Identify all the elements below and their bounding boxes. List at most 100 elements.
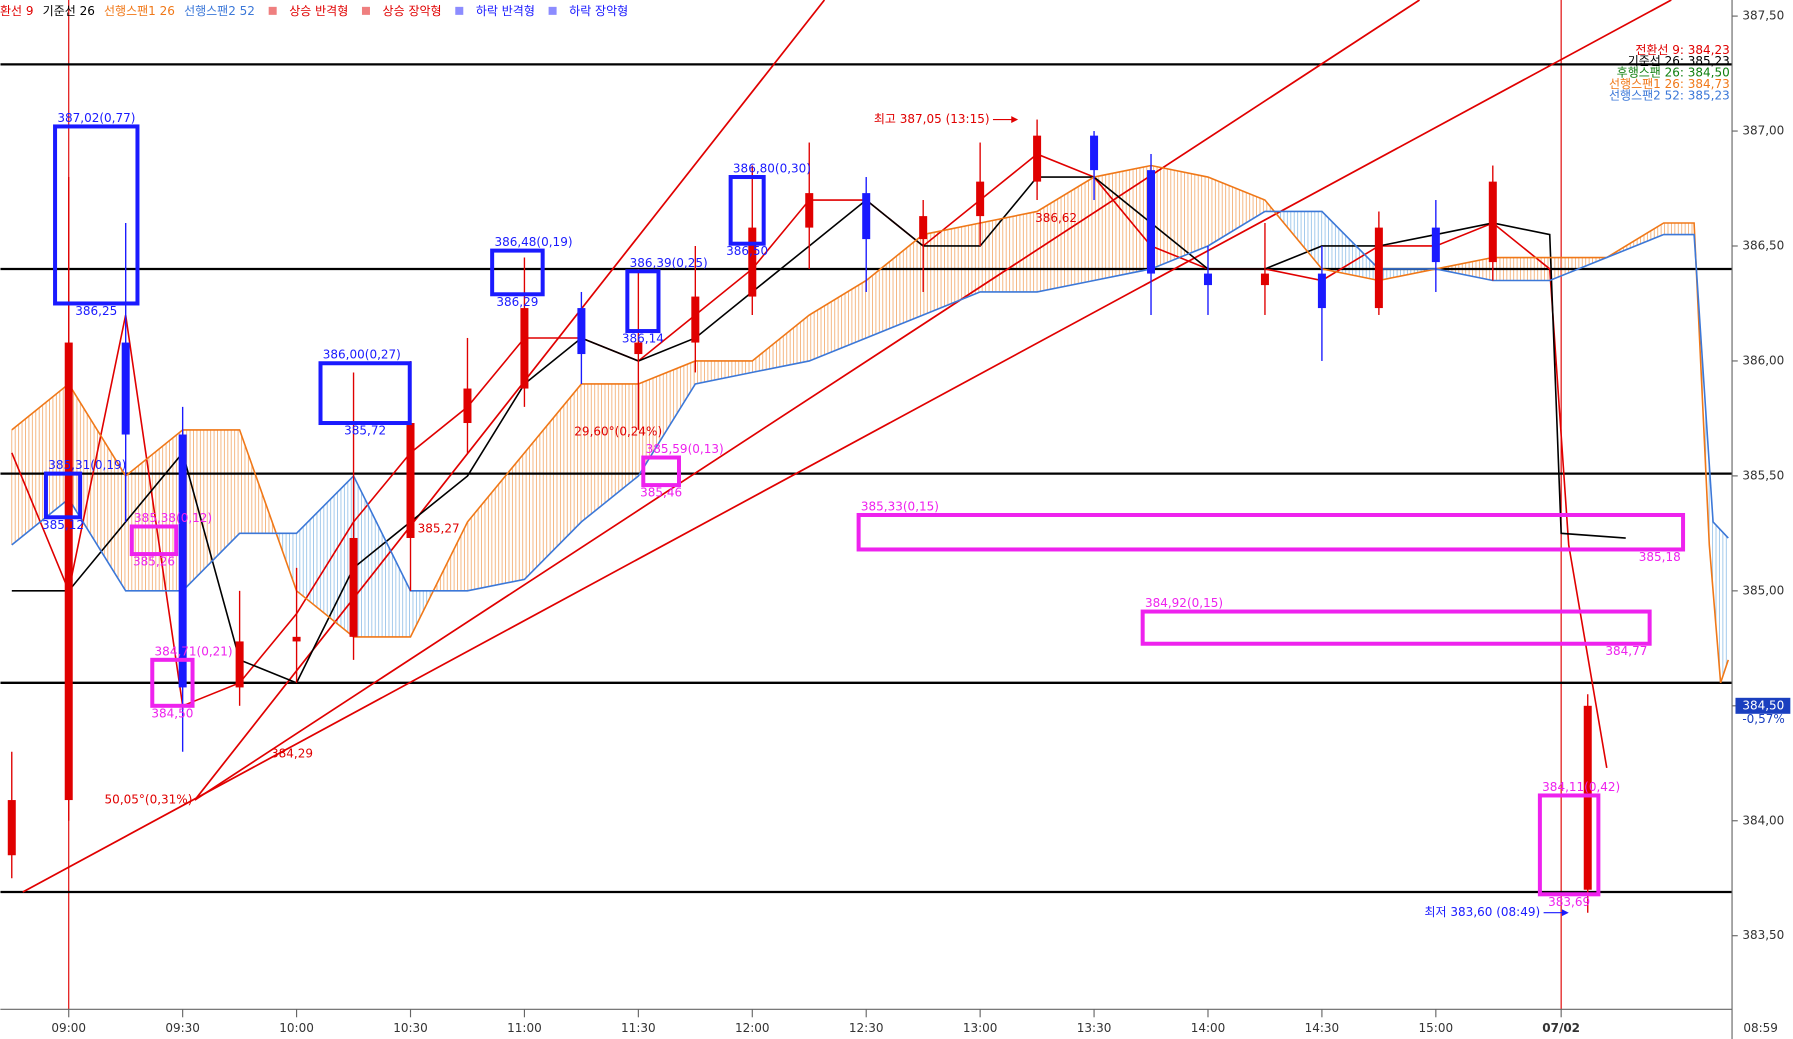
candle-body	[1317, 273, 1326, 309]
annotation: 385,27	[418, 521, 460, 535]
candle-body	[748, 227, 757, 297]
extreme-arrow-head	[1011, 116, 1019, 123]
x-tick-label: 14:00	[1191, 1021, 1226, 1035]
last-price-box	[1735, 697, 1791, 714]
legend-marker	[455, 6, 464, 15]
trendline	[194, 0, 1420, 801]
candle-body	[349, 537, 358, 637]
legend-marker	[361, 6, 370, 15]
box-low-label: 383,69	[1548, 895, 1590, 909]
pattern-box	[490, 248, 545, 297]
legend-item: 기준선 26	[43, 4, 95, 18]
info-text: 후행스팬 26: 384,50	[1617, 65, 1730, 80]
box-label: 386,39(0,25)	[630, 256, 708, 270]
indicator-line	[11, 176, 1626, 684]
candle-body	[463, 388, 472, 424]
trendline	[194, 0, 826, 801]
box-low-label: 385,26	[133, 555, 175, 569]
box-low-label: 386,25	[75, 304, 117, 318]
legend-item: 전환선 9	[0, 4, 34, 18]
pattern-box	[53, 124, 140, 306]
extreme-label: 최저 383,60 (08:49)	[1425, 905, 1541, 919]
extreme-label: 최고 387,05 (13:15)	[874, 112, 990, 126]
plot-area: 387,02(0,77) 386,25 385,31(0,19) 385,12 386,…	[0, 0, 1733, 1010]
x-tick-label: 11:00	[507, 1021, 542, 1035]
x-tick-label: 12:30	[849, 1021, 884, 1035]
y-tick-label: 386,00	[1742, 353, 1784, 367]
indicator-line	[11, 210, 1729, 592]
legend-marker	[268, 6, 277, 15]
box-low-label: 385,12	[42, 518, 84, 532]
info-text: 기준선 26: 385,23	[1628, 54, 1730, 68]
candle-body	[1033, 135, 1042, 182]
annotation: 386,62	[1035, 211, 1077, 225]
annotation: 29,60°(0,24%)	[574, 425, 662, 439]
box-label: 386,48(0,19)	[494, 235, 572, 249]
x-tick-label: 15:00	[1419, 1021, 1454, 1035]
x-tick-label: 10:00	[279, 1021, 314, 1035]
x-tick-label: 10:30	[393, 1021, 428, 1035]
box-low-label: 386,29	[496, 295, 538, 309]
candle-body	[862, 193, 871, 240]
trendline	[22, 0, 1672, 893]
y-tick-label: 386,50	[1742, 238, 1784, 252]
candle-body	[805, 193, 814, 228]
box-label: 385,38(0,12)	[134, 511, 212, 525]
annotation: 50,05°(0,31%)	[105, 793, 193, 807]
box-label: 384,11(0,42)	[1542, 780, 1620, 794]
y-tick-label: 387,50	[1742, 9, 1784, 23]
pattern-box	[1140, 609, 1652, 646]
pattern-box	[641, 455, 681, 488]
box-label: 385,33(0,15)	[861, 499, 939, 513]
candle-body	[178, 434, 187, 688]
candle-body	[1090, 135, 1099, 171]
legend-item: 선행스팬1 26	[104, 3, 175, 18]
box-label: 386,00(0,27)	[323, 348, 401, 362]
x-tick-label: 13:00	[963, 1021, 998, 1035]
pattern-box	[728, 175, 766, 246]
candle-body	[7, 800, 16, 856]
pattern-box	[1537, 793, 1601, 897]
box-low-label: 385,46	[640, 486, 682, 500]
pattern-box	[625, 269, 661, 334]
x-tick-label: 13:30	[1077, 1021, 1112, 1035]
x-cursor-label: 08:59	[1743, 1021, 1778, 1035]
candle-body	[1431, 227, 1440, 263]
x-tick-label: 09:00	[51, 1021, 86, 1035]
legend-item: 하락 장악형	[569, 4, 628, 18]
candle-body	[634, 342, 643, 355]
pattern-box	[129, 524, 179, 557]
candle-body	[64, 342, 73, 801]
box-label: 384,71(0,21)	[155, 644, 233, 658]
candle-body	[1374, 227, 1383, 309]
legend-item: 선행스팬2 52	[184, 3, 255, 18]
candle-body	[1488, 181, 1497, 263]
y-tick-label: 385,00	[1742, 583, 1784, 597]
box-low-label: 384,50	[151, 706, 193, 720]
box-label: 387,02(0,77)	[57, 111, 135, 125]
legend-item: 하락 반격형	[476, 4, 535, 18]
box-label: 384,92(0,15)	[1145, 596, 1223, 610]
candle-body	[520, 308, 529, 389]
box-low-label: 386,50	[726, 244, 768, 258]
candle-body	[919, 216, 928, 240]
x-tick-label: 14:30	[1305, 1021, 1340, 1035]
indicator-line	[11, 153, 1608, 769]
last-price-label: 384,50	[1742, 698, 1784, 712]
x-tick-label: 11:30	[621, 1021, 656, 1035]
candle-body	[406, 423, 415, 538]
pattern-box	[856, 512, 1686, 552]
candle-body	[1203, 273, 1212, 286]
candle-body	[235, 641, 244, 688]
box-low-label: 385,72	[344, 424, 386, 438]
y-tick-label: 384,00	[1742, 813, 1784, 827]
box-low-label: 384,77	[1605, 644, 1647, 658]
candle-body	[976, 181, 985, 217]
x-tick-label: 07/02	[1542, 1021, 1580, 1035]
box-label: 386,80(0,30)	[733, 162, 811, 176]
y-tick-label: 385,50	[1742, 468, 1784, 482]
box-label: 385,59(0,13)	[646, 442, 724, 456]
